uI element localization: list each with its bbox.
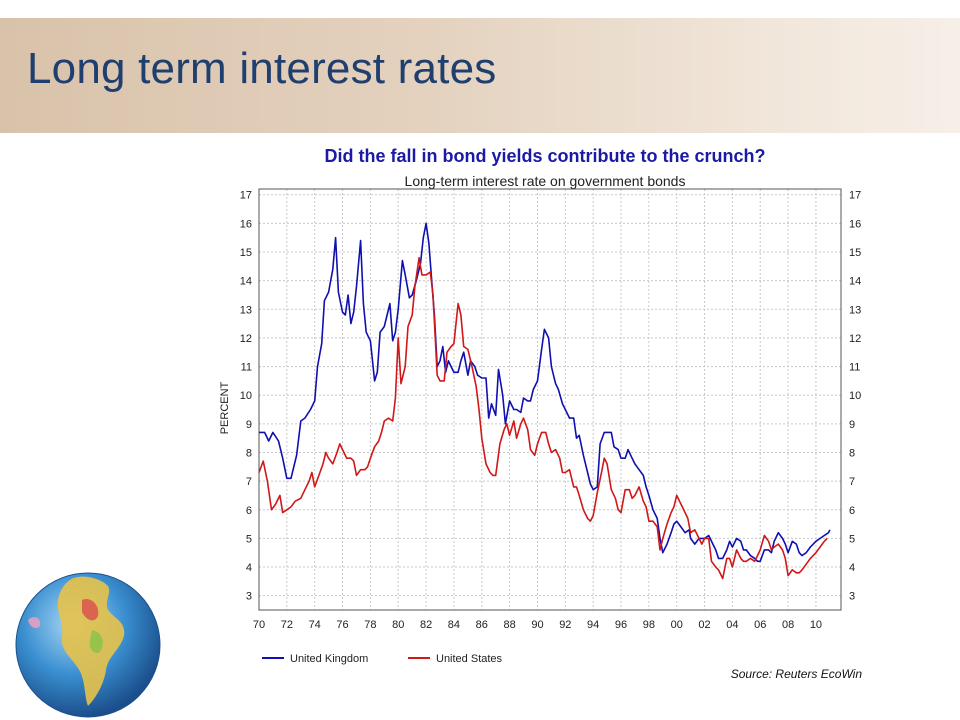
x-tick-label: 70 [253,619,265,631]
x-tick-label: 86 [476,619,488,631]
y-tick-label-left: 13 [240,304,252,316]
series-line-united-kingdom [259,222,831,563]
x-tick-label: 00 [671,619,683,631]
legend: United Kingdom United States [262,653,503,665]
title-banner [0,18,960,133]
y-tick-label-left: 12 [240,333,252,345]
x-tick-label: 08 [782,619,794,631]
y-tick-label-right: 17 [849,190,861,202]
y-tick-label-left: 5 [246,533,252,545]
y-tick-label-right: 4 [849,562,855,574]
y-axis-label: PERCENT [219,381,231,434]
y-tick-label-left: 16 [240,218,252,230]
y-tick-label-left: 8 [246,447,252,459]
y-tick-label-left: 6 [246,505,252,517]
y-tick-label-left: 11 [241,362,252,374]
series-layer [258,222,831,580]
y-tick-label-left: 4 [246,562,252,574]
plot-frame [258,188,842,611]
x-tick-label: 04 [726,619,738,631]
series-line-united-states [258,256,828,580]
x-tick-label: 92 [559,619,571,631]
globe-icon [15,572,161,718]
grid-layer [258,189,841,610]
x-tick-label: 82 [420,619,432,631]
y-tick-label-right: 13 [849,304,861,316]
y-tick-label-right: 12 [849,333,861,345]
x-tick-label: 98 [643,619,655,631]
x-tick-label: 80 [392,619,404,631]
y-tick-label-left: 3 [246,591,252,603]
x-tick-label: 74 [309,619,321,631]
y-tick-label-left: 17 [240,190,252,202]
y-tick-label-right: 8 [849,447,855,459]
source-note: Source: Reuters EcoWin [731,667,863,681]
y-tick-label-left: 10 [240,390,252,402]
y-tick-label-right: 14 [849,276,861,288]
y-tick-label-right: 11 [849,362,860,374]
x-tick-label: 78 [364,619,376,631]
y-tick-label-right: 7 [849,476,855,488]
chart-subtitle: Long-term interest rate on government bo… [404,173,686,189]
x-tick-label: 88 [503,619,515,631]
y-tick-label-left: 7 [246,476,252,488]
x-tick-label: 84 [448,619,460,631]
chart-title: Did the fall in bond yields contribute t… [324,146,766,166]
x-tick-label: 96 [615,619,627,631]
x-tick-label: 10 [810,619,822,631]
legend-label: United States [436,653,503,665]
x-tick-label: 72 [281,619,293,631]
y-tick-label-right: 3 [849,591,855,603]
legend-label: United Kingdom [290,653,368,665]
x-tick-label: 76 [336,619,348,631]
x-tick-label: 94 [587,619,599,631]
y-tick-label-right: 16 [849,218,861,230]
x-tick-label: 90 [531,619,543,631]
x-tick-label: 06 [754,619,766,631]
y-tick-label-left: 15 [240,247,252,259]
y-tick-label-left: 9 [246,419,252,431]
y-tick-label-right: 15 [849,247,861,259]
y-tick-label-right: 5 [849,533,855,545]
slide-title: Long term interest rates [27,44,497,93]
x-tick-label: 02 [698,619,710,631]
y-tick-label-left: 14 [240,276,252,288]
y-tick-label-right: 9 [849,419,855,431]
y-tick-label-right: 6 [849,505,855,517]
y-tick-label-right: 10 [849,390,861,402]
